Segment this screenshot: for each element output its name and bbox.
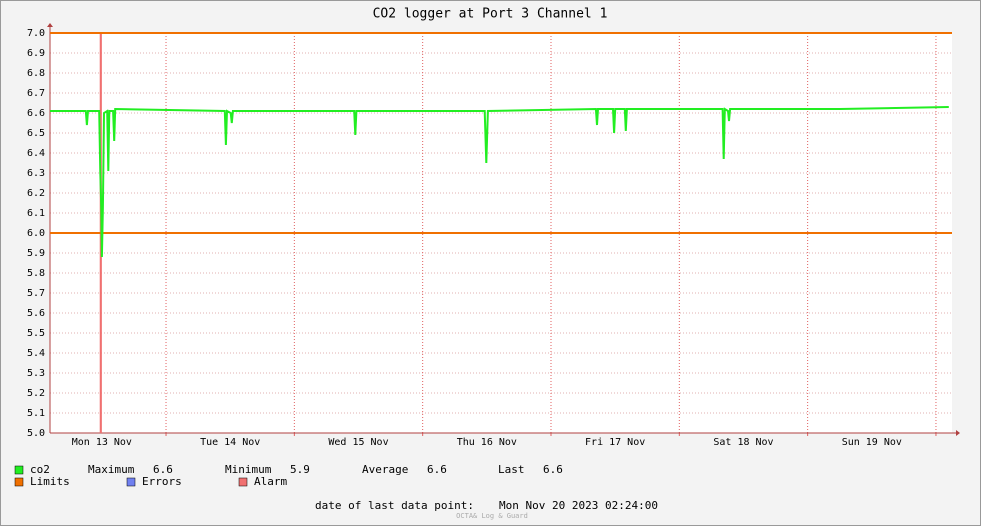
legend-swatch <box>14 477 24 487</box>
legend-swatch <box>14 465 24 475</box>
watermark: OCTA& Log & Guard <box>456 512 528 520</box>
x-tick-label: Sun 19 Nov <box>842 437 902 448</box>
y-tick-label: 6.4 <box>27 148 45 159</box>
y-tick-label: 6.6 <box>27 108 45 119</box>
stat-label: Average <box>362 463 408 476</box>
y-tick-label: 5.4 <box>27 348 45 359</box>
x-tick-label: Fri 17 Nov <box>585 437 645 448</box>
y-tick-label: 5.2 <box>27 388 45 399</box>
footer-value: Mon Nov 20 2023 02:24:00 <box>499 499 658 512</box>
y-tick-label: 5.9 <box>27 248 45 259</box>
chart-title: CO2 logger at Port 3 Channel 1 <box>373 7 608 22</box>
y-tick-label: 6.7 <box>27 88 45 99</box>
legend-label: Errors <box>142 475 182 488</box>
y-tick-label: 5.7 <box>27 288 45 299</box>
stat-value: 6.6 <box>427 463 447 476</box>
y-tick-label: 7.0 <box>27 28 45 39</box>
x-tick-label: Thu 16 Nov <box>457 437 517 448</box>
y-tick-label: 5.5 <box>27 328 45 339</box>
stat-label: Last <box>498 463 525 476</box>
y-tick-label: 5.0 <box>27 428 45 439</box>
stat-label: Minimum <box>225 463 272 476</box>
x-tick-label: Sat 18 Nov <box>713 437 773 448</box>
legend-swatch <box>238 477 248 487</box>
data-line <box>50 106 949 258</box>
legend-label: Alarm <box>254 475 287 488</box>
x-tick-label: Mon 13 Nov <box>72 437 132 448</box>
y-tick-label: 5.1 <box>27 408 45 419</box>
x-axis-arrow <box>956 430 960 436</box>
y-tick-label: 6.9 <box>27 48 45 59</box>
y-tick-label: 6.2 <box>27 188 45 199</box>
x-tick-label: Wed 15 Nov <box>328 437 388 448</box>
x-tick-label: Tue 14 Nov <box>200 437 260 448</box>
y-tick-label: 5.8 <box>27 268 45 279</box>
legend-swatch <box>126 477 136 487</box>
legend-label: co2 <box>30 463 50 476</box>
y-tick-label: 5.3 <box>27 368 45 379</box>
y-tick-label: 6.3 <box>27 168 45 179</box>
stat-value: 6.6 <box>153 463 173 476</box>
legend-label: Limits <box>30 475 70 488</box>
stat-value: 5.9 <box>290 463 310 476</box>
y-tick-label: 6.5 <box>27 128 45 139</box>
footer-label: date of last data point: <box>315 499 474 512</box>
y-tick-label: 6.0 <box>27 228 45 239</box>
y-axis-arrow <box>47 23 53 27</box>
stat-value: 6.6 <box>543 463 563 476</box>
y-tick-label: 5.6 <box>27 308 45 319</box>
y-tick-label: 6.1 <box>27 208 45 219</box>
y-tick-label: 6.8 <box>27 68 45 79</box>
stat-label: Maximum <box>88 463 135 476</box>
